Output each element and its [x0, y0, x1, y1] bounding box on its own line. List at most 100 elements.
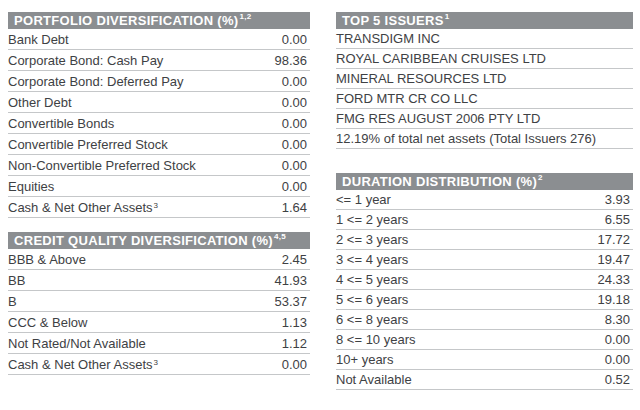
top-issuers-table: TRANSDIGM INC ROYAL CARIBBEAN CRUISES LTD…: [336, 29, 633, 149]
portfolio-diversification-section: PORTFOLIO DIVERSIFICATION (%)1,2 Bank De…: [8, 12, 310, 218]
left-column: PORTFOLIO DIVERSIFICATION (%)1,2 Bank De…: [8, 12, 310, 390]
portfolio-row: Cash & Net Other Assets3 1.64: [8, 197, 310, 218]
row-label: BB: [8, 273, 25, 288]
portfolio-row: Corporate Bond: Cash Pay 98.36: [8, 50, 310, 71]
section-title: PORTFOLIO DIVERSIFICATION (%): [14, 13, 238, 28]
footnote-marker: 3: [154, 201, 158, 210]
footnote-marker: 1,2: [239, 13, 251, 21]
row-label: 6 <= 8 years: [336, 312, 408, 327]
duration-row: 8 <= 10 years 0.00: [336, 330, 633, 350]
issuer-row: FORD MTR CR CO LLC: [336, 89, 633, 109]
row-value: 17.72: [597, 232, 633, 247]
footnote-marker: 4,5: [274, 233, 286, 241]
portfolio-row: Equities0.00: [8, 176, 310, 197]
row-value: 0.00: [282, 357, 310, 372]
credit-quality-row: BBB & Above 2.45: [8, 249, 310, 270]
credit-quality-row: Cash & Net Other Assets3 0.00: [8, 354, 310, 375]
duration-row: 1 <= 2 years 6.55: [336, 210, 633, 230]
issuer-row: ROYAL CARIBBEAN CRUISES LTD: [336, 49, 633, 69]
credit-quality-section: CREDIT QUALITY DIVERSIFICATION (%)4,5 BB…: [8, 232, 310, 375]
row-label: 12.19% of total net assets (Total Issuer…: [336, 131, 596, 146]
row-label: 5 <= 6 years: [336, 292, 408, 307]
section-title: CREDIT QUALITY DIVERSIFICATION (%): [14, 233, 273, 248]
row-value: 2.45: [282, 252, 310, 267]
row-label: CCC & Below: [8, 315, 87, 330]
row-label: Equities: [8, 179, 54, 194]
portfolio-row: Bank Debt 0.00: [8, 29, 310, 50]
portfolio-diversification-header: PORTFOLIO DIVERSIFICATION (%)1,2: [8, 12, 310, 29]
row-label: Other Debt: [8, 95, 72, 110]
row-label: Convertible Preferred Stock: [8, 137, 168, 152]
row-label: Corporate Bond: Cash Pay: [8, 53, 163, 68]
portfolio-row: Convertible Bonds0.00: [8, 113, 310, 134]
row-label: 10+ years: [336, 352, 393, 367]
row-label: Bank Debt: [8, 32, 69, 47]
credit-quality-row: BB 41.93: [8, 270, 310, 291]
row-value: 53.37: [274, 294, 310, 309]
row-label: 2 <= 3 years: [336, 232, 408, 247]
row-label: 4 <= 5 years: [336, 272, 408, 287]
row-value: 19.18: [597, 292, 633, 307]
credit-quality-table: BBB & Above2.45BB41.93B53.37CCC & Below1…: [8, 249, 310, 375]
issuer-row: FMG RES AUGUST 2006 PTY LTD: [336, 109, 633, 129]
issuer-row: TRANSDIGM INC: [336, 29, 633, 49]
row-value: 19.47: [597, 252, 633, 267]
portfolio-row: Other Debt 0.00: [8, 92, 310, 113]
footnote-marker: 1: [445, 13, 450, 21]
row-label: FMG RES AUGUST 2006 PTY LTD: [336, 111, 540, 126]
row-label: Not Rated/Not Available: [8, 336, 146, 351]
row-label: <= 1 year: [336, 192, 391, 207]
right-column: TOP 5 ISSUERS1 TRANSDIGM INC ROYAL CARIBB…: [336, 12, 633, 390]
row-label: Non-Convertible Preferred Stock: [8, 158, 196, 173]
row-label: Cash & Net Other Assets3: [8, 357, 158, 372]
row-value: 0.00: [282, 116, 310, 131]
row-value: 0.00: [282, 95, 310, 110]
row-label: Cash & Net Other Assets3: [8, 200, 158, 215]
row-value: 0.00: [282, 32, 310, 47]
row-value: 24.33: [597, 272, 633, 287]
row-label: BBB & Above: [8, 252, 86, 267]
duration-distribution-header: DURATION DISTRIBUTION (%)2: [336, 173, 633, 190]
row-value: 0.00: [605, 352, 633, 367]
top-issuers-section: TOP 5 ISSUERS1 TRANSDIGM INC ROYAL CARIBB…: [336, 12, 633, 149]
row-value: 98.36: [274, 53, 310, 68]
credit-quality-row: CCC & Below1.13: [8, 312, 310, 333]
section-title: DURATION DISTRIBUTION (%): [342, 174, 537, 189]
row-value: 6.55: [605, 212, 633, 227]
row-label: ROYAL CARIBBEAN CRUISES LTD: [336, 51, 546, 66]
duration-distribution-table: <= 1 year 3.93 1 <= 2 years 6.55 2 <= 3 year…: [336, 190, 633, 390]
row-value: 8.30: [605, 312, 633, 327]
section-title: TOP 5 ISSUERS: [342, 13, 444, 28]
footnote-marker: 2: [538, 174, 543, 182]
row-label: TRANSDIGM INC: [336, 31, 440, 46]
footnote-marker: 3: [154, 358, 158, 367]
row-value: 1.64: [282, 200, 310, 215]
duration-row: 6 <= 8 years 8.30: [336, 310, 633, 330]
row-value: 0.00: [605, 332, 633, 347]
duration-row: <= 1 year 3.93: [336, 190, 633, 210]
duration-row: 2 <= 3 years 17.72: [336, 230, 633, 250]
row-value: 0.00: [282, 74, 310, 89]
row-label: Not Available: [336, 372, 412, 387]
row-label: 1 <= 2 years: [336, 212, 408, 227]
row-label: 8 <= 10 years: [336, 332, 416, 347]
fact-sheet-page: PORTFOLIO DIVERSIFICATION (%)1,2 Bank De…: [0, 0, 640, 390]
row-label: Corporate Bond: Deferred Pay: [8, 74, 184, 89]
duration-row: 10+ years 0.00: [336, 350, 633, 370]
row-value: 0.00: [282, 158, 310, 173]
issuer-row: 12.19% of total net assets (Total Issuer…: [336, 129, 633, 149]
portfolio-diversification-table: Bank Debt 0.00 Corporate Bond: Cash Pay 98.…: [8, 29, 310, 218]
duration-row: 4 <= 5 years 24.33: [336, 270, 633, 290]
row-value: 3.93: [605, 192, 633, 207]
credit-quality-header: CREDIT QUALITY DIVERSIFICATION (%)4,5: [8, 232, 310, 249]
row-value: 1.12: [282, 336, 310, 351]
row-value: 0.52: [605, 372, 633, 387]
row-label: MINERAL RESOURCES LTD: [336, 71, 506, 86]
row-label: B: [8, 294, 17, 309]
duration-row: Not Available 0.52: [336, 370, 633, 390]
row-label: FORD MTR CR CO LLC: [336, 91, 478, 106]
top-issuers-header: TOP 5 ISSUERS1: [336, 12, 633, 29]
row-value: 41.93: [274, 273, 310, 288]
portfolio-row: Non-Convertible Preferred Stock 0.00: [8, 155, 310, 176]
duration-row: 5 <= 6 years 19.18: [336, 290, 633, 310]
